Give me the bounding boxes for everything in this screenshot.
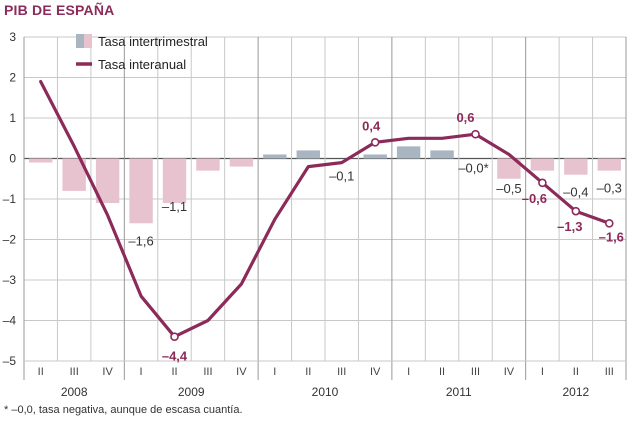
line-value-label: –4,4 (162, 349, 188, 364)
x-tick-label: III (471, 366, 480, 378)
data-labels: –1,6 –1,1 –0,1 –0,0* –0,5 –0,4 –0,3 –4,4 0,4 0,6 –… (128, 110, 624, 364)
x-tick-label: IV (370, 366, 381, 378)
bar-value-label: –0,3 (597, 181, 622, 196)
line-marker (604, 219, 614, 228)
bar (229, 158, 254, 167)
x-tick-label: II (38, 366, 44, 378)
bar (29, 158, 53, 163)
y-tick-label: 3 (9, 30, 16, 44)
line-marker (370, 138, 380, 147)
year-label: 2009 (178, 385, 205, 399)
x-tick-label: I (273, 366, 276, 378)
bar (129, 158, 153, 224)
year-label: 2008 (61, 385, 88, 399)
line-value-label: –1,3 (557, 219, 582, 234)
y-tick-label: 1 (9, 111, 16, 125)
bar (497, 158, 521, 179)
x-tick-label: II (171, 366, 177, 378)
line-series (39, 79, 614, 342)
legend-label-interanual: Tasa interanual (98, 57, 186, 72)
legend-bar-swatch-negative (76, 34, 84, 48)
year-label: 2011 (446, 385, 472, 399)
bar-value-label: –0,4 (563, 185, 588, 200)
bar (62, 158, 86, 191)
line-marker (538, 178, 547, 188)
x-tick-label: I (140, 366, 143, 378)
bar (530, 158, 555, 171)
y-tick-label: –4 (3, 314, 17, 328)
line-value-label: 0,6 (456, 110, 474, 125)
line-marker (471, 129, 480, 139)
grid (23, 36, 627, 380)
legend-label-intertrimestral: Tasa intertrimestral (98, 34, 208, 49)
y-tick-label: 2 (9, 71, 16, 85)
bar-value-label: –0,0* (458, 161, 488, 176)
bar-value-label: –1,6 (128, 233, 153, 248)
y-tick-label: –3 (3, 273, 17, 287)
bar-value-label: –1,1 (162, 199, 187, 214)
bar (162, 158, 187, 204)
year-label: 2012 (562, 385, 589, 399)
line-interanual (39, 79, 611, 339)
x-tick-label: IV (504, 366, 515, 378)
line-value-label: –0,6 (522, 191, 547, 206)
bar-value-label: –0,1 (329, 169, 354, 184)
chart-title: PIB DE ESPAÑA (4, 2, 115, 18)
x-tick-label: III (70, 366, 79, 378)
x-tick-label: III (605, 366, 614, 378)
line-value-label: –1,6 (599, 229, 624, 244)
year-label: 2010 (312, 385, 339, 399)
x-tick-label: I (541, 366, 544, 378)
x-tick-label: II (573, 366, 579, 378)
bar (263, 154, 287, 159)
bar (95, 158, 120, 204)
y-tick-label: –2 (3, 233, 17, 247)
x-tick-label: II (439, 366, 445, 378)
bar (564, 158, 588, 175)
x-tick-label: I (407, 366, 410, 378)
line-value-label: 0,4 (362, 118, 381, 133)
bar (396, 146, 421, 159)
bar-series (29, 146, 621, 224)
x-tick-label: III (203, 366, 212, 378)
y-tick-label: –1 (3, 192, 17, 206)
bar (196, 158, 220, 171)
line-marker (571, 206, 581, 216)
legend-bar-swatch-positive (84, 34, 92, 48)
x-tick-label: II (305, 366, 311, 378)
bar (296, 150, 320, 159)
x-tick-label: IV (236, 366, 247, 378)
footnote: * –0,0, tasa negativa, aunque de escasa … (4, 404, 243, 416)
line-marker (170, 332, 179, 342)
x-tick-label: III (337, 366, 346, 378)
x-tick-label: IV (102, 366, 113, 378)
y-tick-label: 0 (9, 152, 16, 166)
bar (363, 154, 387, 159)
bar-value-label: –0,5 (496, 181, 521, 196)
legend: Tasa intertrimestral Tasa interanual (76, 34, 208, 72)
bar (597, 158, 621, 171)
bar (430, 150, 454, 159)
y-tick-label: –5 (3, 354, 17, 368)
